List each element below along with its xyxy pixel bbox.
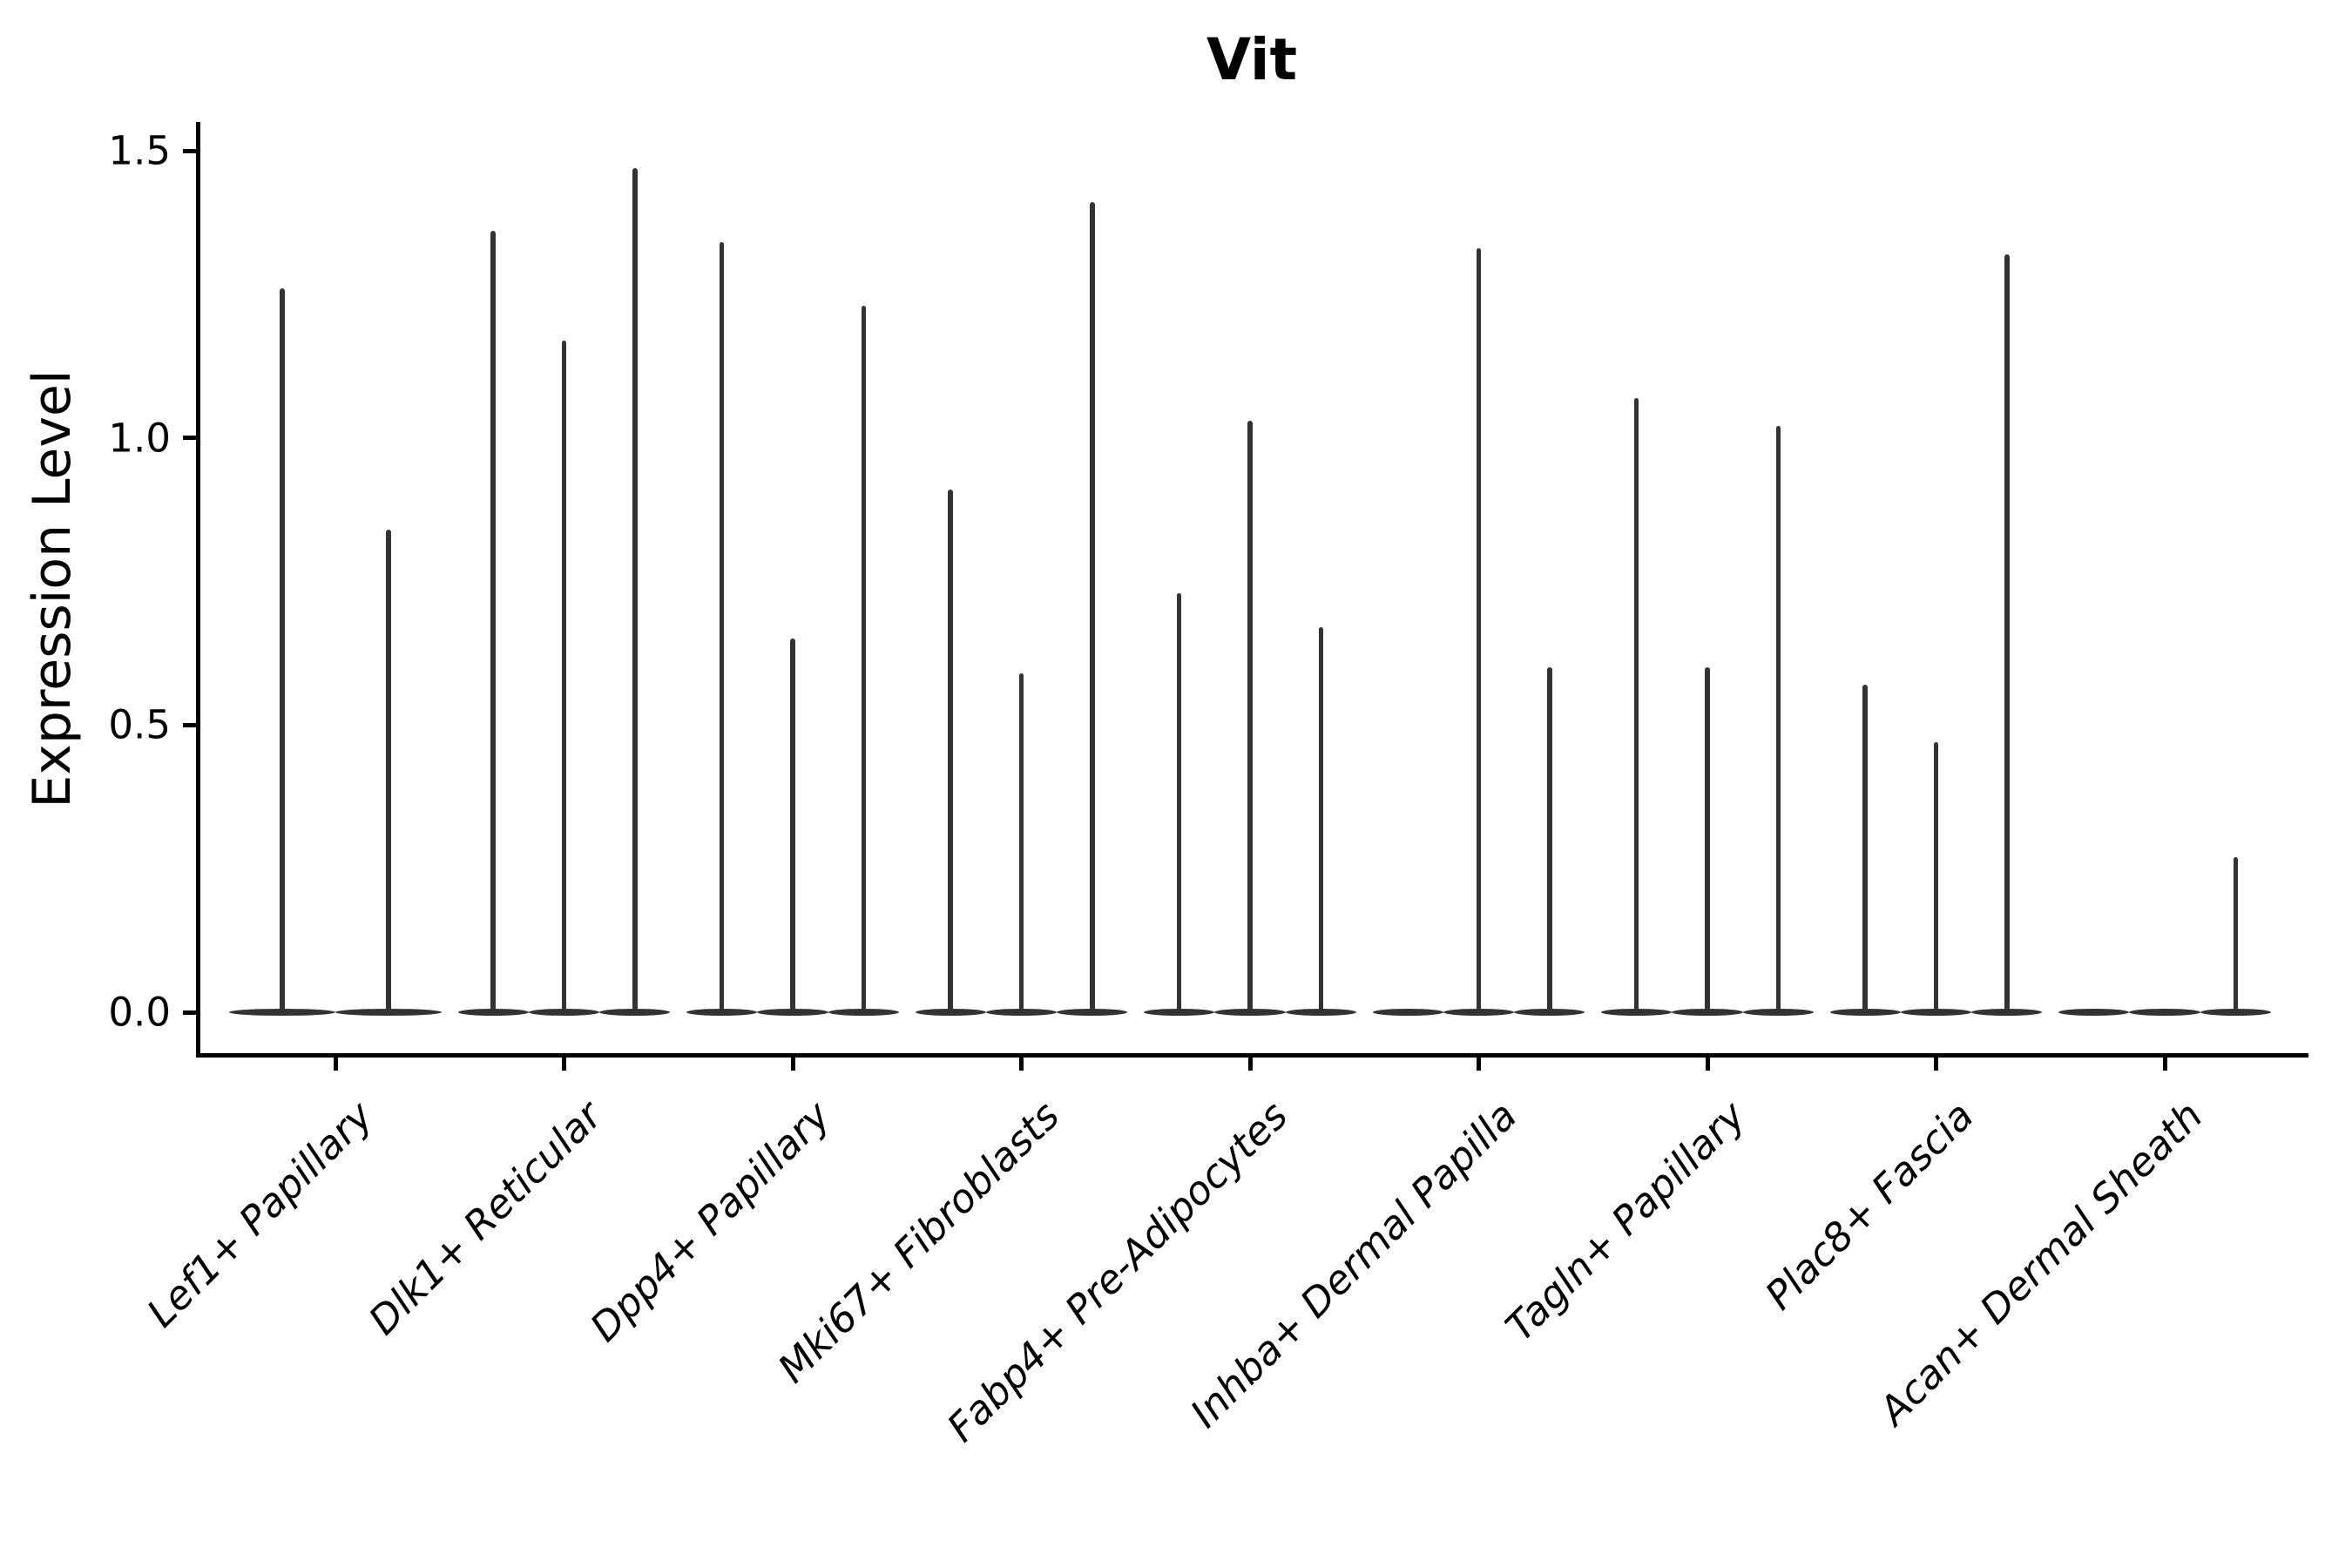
x-tick-label: Dpp4+ Papillary (581, 1092, 840, 1351)
violin-body (1742, 1009, 1814, 1016)
x-axis-spine (196, 1053, 2308, 1058)
x-tick-mark (1019, 1058, 1024, 1071)
x-tick-mark (790, 1058, 795, 1071)
violin-spike (719, 242, 725, 1012)
violin-body (1057, 1009, 1128, 1016)
violin-body (599, 1009, 671, 1016)
violin-body (1971, 1009, 2043, 1016)
violin-body (757, 1009, 828, 1016)
violin-spike (1705, 667, 1710, 1012)
chart-title: Vit (1206, 26, 1298, 93)
y-tick-mark (183, 722, 196, 727)
violin-body (1601, 1009, 1673, 1016)
violin-body (1900, 1009, 1972, 1016)
violin-spike (1933, 742, 1939, 1012)
violin-spike (948, 490, 953, 1012)
violin-body (1285, 1009, 1356, 1016)
violin-spike (1247, 420, 1253, 1012)
violin-body (1214, 1009, 1286, 1016)
y-tick-label: 1.0 (108, 415, 171, 462)
violin-spike (1318, 627, 1324, 1012)
violin-body (1829, 1009, 1901, 1016)
x-tick-label: Tagln+ Papillary (1496, 1092, 1754, 1350)
y-tick-mark (183, 436, 196, 441)
y-tick-mark (183, 148, 196, 153)
violin-spike (1018, 672, 1024, 1012)
violin-spike (280, 288, 285, 1012)
x-tick-mark (1705, 1058, 1710, 1071)
y-tick-mark (183, 1010, 196, 1015)
violin-spike (490, 231, 496, 1012)
violin-body (1144, 1009, 1215, 1016)
violin-body (985, 1009, 1058, 1016)
violin-spike (1775, 426, 1781, 1012)
x-tick-label: Lef1+ Papillary (138, 1092, 382, 1336)
x-tick-label: Dlk1+ Reticular (359, 1092, 611, 1344)
violin-spike (2233, 856, 2239, 1012)
violin-spike (1633, 397, 1639, 1012)
x-tick-mark (2162, 1058, 2167, 1071)
violin-body (1672, 1009, 1743, 1016)
violin-body (457, 1009, 529, 1016)
violin-body (2058, 1009, 2130, 1016)
violin-spike (561, 340, 567, 1012)
violin-spike (1547, 667, 1552, 1012)
violin-spike (1476, 248, 1482, 1012)
violin-spike (1862, 685, 1868, 1012)
violin-body (2200, 1009, 2271, 1016)
x-tick-mark (562, 1058, 566, 1071)
violin-body (1514, 1009, 1585, 1016)
violin-body (335, 1009, 442, 1016)
violin-body (2129, 1009, 2200, 1016)
violin-body (915, 1009, 986, 1016)
x-tick-mark (333, 1058, 338, 1071)
x-tick-label: Plac8+ Fascia (1756, 1092, 1983, 1319)
x-tick-mark (1477, 1058, 1481, 1071)
y-tick-label: 0.0 (108, 989, 171, 1036)
violin-body (828, 1009, 899, 1016)
violin-spike (632, 167, 638, 1012)
violin-spike (1176, 592, 1182, 1012)
violin-spike (386, 530, 391, 1012)
y-tick-label: 1.5 (108, 127, 171, 174)
x-tick-mark (1934, 1058, 1938, 1071)
violin-spike (2004, 253, 2010, 1012)
violin-body (1372, 1009, 1443, 1016)
violin-body (528, 1009, 600, 1016)
y-axis-label: Expression Level (22, 369, 83, 808)
violin-body (686, 1009, 758, 1016)
violin-spike (790, 639, 795, 1012)
violin-spike (861, 306, 867, 1012)
violin-body (229, 1009, 335, 1016)
y-axis-spine (196, 122, 200, 1058)
y-tick-label: 0.5 (108, 701, 171, 748)
violin-spike (1090, 202, 1095, 1012)
violin-body (1443, 1009, 1515, 1016)
x-tick-mark (1247, 1058, 1253, 1071)
